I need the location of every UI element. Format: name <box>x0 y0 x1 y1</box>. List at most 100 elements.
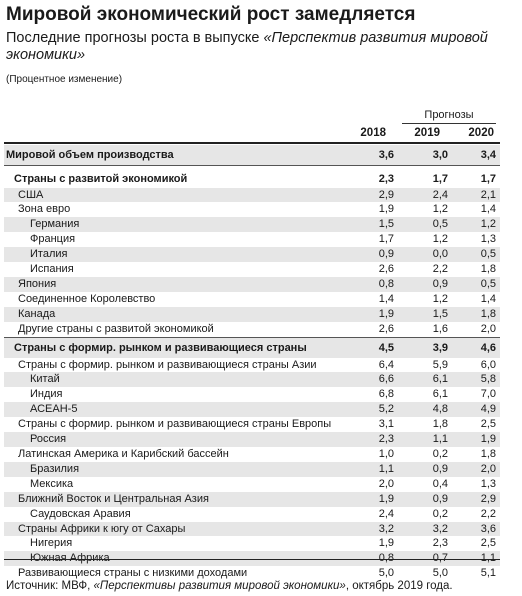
value-2020: 4,6 <box>452 336 500 358</box>
value-2020: 2,9 <box>452 491 500 507</box>
value-2019: 1,5 <box>398 306 452 322</box>
row-label: Развивающиеся страны с низкими доходами <box>18 567 248 580</box>
row-label: Китай <box>4 372 344 388</box>
value-2019: 3,2 <box>398 521 452 537</box>
row-label: США <box>4 187 344 203</box>
page-title: Мировой экономический рост замедляется <box>6 4 416 25</box>
row-label: Италия <box>4 247 344 263</box>
value-2018: 2,3 <box>344 165 398 188</box>
value-2020: 3,4 <box>452 145 500 166</box>
table-row: Нигерия 1,9 2,3 2,5 <box>4 536 500 551</box>
value-2018: 1,9 <box>344 491 398 507</box>
value-2018: 3,1 <box>378 418 394 431</box>
year-header-2020: 2020 <box>468 127 494 139</box>
value-2020: 6,0 <box>480 358 496 371</box>
table-row: Канада 1,9 1,5 1,8 <box>4 306 500 322</box>
value-2020: 1,8 <box>480 263 496 276</box>
row-label: Страны с формир. рынком и развивающиеся … <box>4 336 344 358</box>
value-2019: 1,6 <box>432 322 448 335</box>
table-row: Страны с формир. рынком и развивающиеся … <box>4 358 500 373</box>
value-2019: 4,8 <box>398 402 452 418</box>
value-2019: 1,7 <box>398 165 452 188</box>
value-2020: 0,5 <box>452 247 500 263</box>
value-2018: 1,5 <box>344 217 398 233</box>
table-row: Соединенное Королевство 1,4 1,2 1,4 <box>4 292 500 307</box>
value-2018: 5,0 <box>378 567 394 580</box>
footer-rule <box>4 559 500 560</box>
row-label: Южная Африка <box>4 551 344 567</box>
source-suffix: , октябрь 2019 года. <box>345 580 453 592</box>
value-2020: 3,6 <box>452 521 500 537</box>
value-2019: 1,2 <box>432 233 448 246</box>
table-row: Германия 1,5 0,5 1,2 <box>4 217 500 233</box>
value-2019: 1,2 <box>432 203 448 216</box>
value-2019: 0,5 <box>398 217 452 233</box>
value-2018: 2,0 <box>378 477 394 490</box>
value-2018: 1,9 <box>378 537 394 550</box>
row-label: Канада <box>4 306 344 322</box>
table-row: АСЕАН-5 5,2 4,8 4,9 <box>4 402 500 418</box>
row-label: Германия <box>4 217 344 233</box>
row-label: Япония <box>4 276 344 292</box>
table-row: Япония 0,8 0,9 0,5 <box>4 276 500 292</box>
subtitle-publication: «Перспектив развития мировой экономики» <box>6 30 488 63</box>
table-row: Китай 6,6 6,1 5,8 <box>4 372 500 388</box>
row-label: Страны с формир. рынком и развивающиеся … <box>18 418 332 431</box>
table-row: Франция 1,7 1,2 1,3 <box>4 232 500 247</box>
row-label: Другие страны с развитой экономикой <box>18 322 214 335</box>
value-2020: 1,3 <box>480 233 496 246</box>
row-label: Индия <box>30 388 63 401</box>
value-2018: 2,4 <box>378 507 394 520</box>
forecast-table: Мировой объем производства 3,6 3,0 3,4 Стра… <box>4 145 500 581</box>
value-2020: 4,9 <box>452 402 500 418</box>
value-2018: 1,9 <box>344 306 398 322</box>
row-label: Страны с формир. рынком и развивающиеся … <box>18 358 317 371</box>
year-header-2018: 2018 <box>360 127 386 139</box>
value-2018: 1,1 <box>344 461 398 477</box>
value-2020: 1,8 <box>452 306 500 322</box>
value-2019: 6,1 <box>398 372 452 388</box>
forecast-header: Прогнозы <box>424 109 474 121</box>
value-2019: 2,2 <box>432 263 448 276</box>
value-2019: 2,3 <box>432 537 448 550</box>
row-label: Россия <box>4 432 344 447</box>
row-label: Бразилия <box>4 461 344 477</box>
value-2019: 1,2 <box>432 292 448 305</box>
row-label: Латинская Америка и Карибский бассейн <box>18 448 229 460</box>
value-2019: 5,0 <box>432 567 448 580</box>
value-2020: 1,9 <box>452 432 500 447</box>
table-row: США 2,9 2,4 2,1 <box>4 187 500 203</box>
subtitle: Последние прогнозы роста в выпуске «Перс… <box>6 30 506 64</box>
value-2020: 2,5 <box>480 537 496 550</box>
value-2018: 4,5 <box>344 336 398 358</box>
table-row: Мировой объем производства 3,6 3,0 3,4 <box>4 145 500 166</box>
value-2020: 2,0 <box>452 461 500 477</box>
source-note: Источник: МВФ, «Перспективы развития мир… <box>6 580 453 592</box>
value-2019: 3,9 <box>398 336 452 358</box>
value-2019: 0,2 <box>432 507 448 520</box>
header-rule <box>4 142 500 144</box>
source-publication: «Перспективы развития мировой экономики» <box>93 580 346 592</box>
value-2020: 1,3 <box>480 477 496 490</box>
value-2020: 1,1 <box>452 551 500 567</box>
value-2018: 2,6 <box>378 263 394 276</box>
table-row: Индия 6,8 6,1 7,0 <box>4 387 500 402</box>
row-label: Испания <box>30 263 74 276</box>
table-row: Другие страны с развитой экономикой 2,6 1,… <box>4 322 500 337</box>
value-2018: 1,4 <box>378 292 394 305</box>
table-row: Страны с формир. рынком и развивающиеся … <box>4 336 500 358</box>
table-row: Южная Африка 0,8 0,7 1,1 <box>4 551 500 567</box>
value-2020: 2,1 <box>452 187 500 203</box>
value-2018: 1,9 <box>378 203 394 216</box>
value-2018: 1,7 <box>378 233 394 246</box>
table-row: Италия 0,9 0,0 0,5 <box>4 247 500 263</box>
value-2019: 0,9 <box>398 461 452 477</box>
value-2019: 2,4 <box>398 187 452 203</box>
value-2019: 0,7 <box>398 551 452 567</box>
table-row: Страны с формир. рынком и развивающиеся … <box>4 417 500 432</box>
table-row: Мексика 2,0 0,4 1,3 <box>4 477 500 492</box>
value-2019: 0,4 <box>432 477 448 490</box>
value-2019: 0,0 <box>398 247 452 263</box>
value-2018: 3,2 <box>344 521 398 537</box>
table-row: Россия 2,3 1,1 1,9 <box>4 432 500 447</box>
